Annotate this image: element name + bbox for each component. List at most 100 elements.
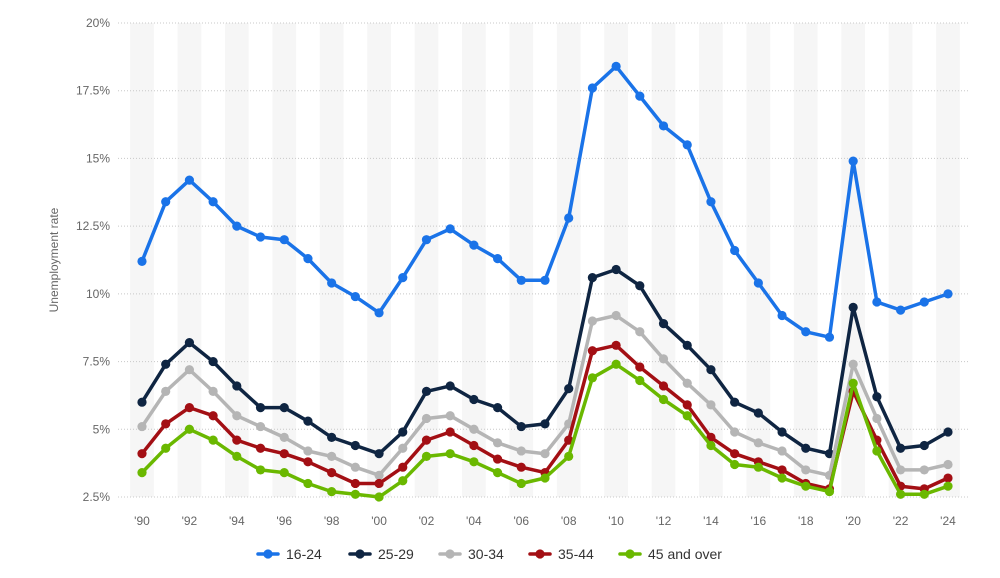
data-point	[635, 375, 645, 386]
data-point	[327, 451, 337, 461]
year-band-2008	[556, 23, 581, 497]
y-tick-label: 5%	[93, 422, 111, 436]
data-point	[872, 297, 882, 307]
x-tick-label: '02	[419, 514, 435, 528]
series-45-and-over	[137, 359, 953, 502]
data-point	[895, 489, 906, 499]
data-point	[801, 327, 811, 337]
year-band-2022	[888, 23, 913, 497]
data-point	[492, 454, 503, 464]
series-25-29	[137, 264, 953, 459]
data-point	[516, 462, 526, 472]
data-point	[895, 465, 906, 475]
legend-swatch-dot	[445, 549, 455, 559]
data-point	[398, 443, 408, 453]
data-point	[445, 427, 455, 437]
x-axis-ticks: '90 '92 '94 '96 '98 '00 '02 '04 '06 '08 '10 '12 '14 '…	[134, 514, 956, 528]
year-band-1996	[272, 23, 297, 497]
data-point	[398, 273, 408, 283]
data-point	[469, 457, 479, 467]
data-point	[327, 432, 337, 443]
y-tick-label: 7.5%	[83, 355, 111, 369]
data-point	[255, 465, 266, 475]
data-point	[587, 316, 598, 326]
data-point	[611, 340, 621, 350]
year-band-2006	[509, 23, 534, 497]
year-band-1994	[224, 23, 249, 497]
legend-swatch-dot	[535, 549, 545, 559]
data-point	[208, 411, 218, 421]
data-point	[848, 156, 858, 166]
data-point	[801, 443, 811, 453]
data-point	[540, 473, 550, 483]
data-point	[682, 411, 692, 421]
year-band-1992	[177, 23, 202, 497]
data-point	[232, 221, 242, 231]
x-tick-label: '16	[751, 514, 767, 528]
year-band-2018	[793, 23, 818, 497]
data-point	[161, 419, 171, 429]
data-point	[350, 489, 360, 499]
data-point	[303, 457, 313, 467]
data-point	[208, 197, 218, 207]
data-point	[848, 378, 858, 388]
legend-swatch-dot	[355, 549, 365, 559]
legend-label: 30-34	[468, 546, 504, 562]
data-point	[635, 327, 645, 337]
legend-swatch-dot	[625, 549, 635, 559]
data-point	[184, 365, 195, 375]
data-point	[753, 438, 763, 448]
data-point	[658, 381, 669, 391]
data-point	[895, 443, 906, 453]
data-point	[303, 446, 313, 456]
x-tick-label: '14	[703, 514, 719, 528]
data-point	[943, 473, 953, 483]
legend-item: 45 and over	[618, 546, 722, 562]
data-point	[706, 432, 716, 443]
data-point	[374, 478, 384, 489]
data-point	[919, 440, 929, 451]
data-point	[327, 278, 337, 288]
legend-label: 25-29	[378, 546, 414, 562]
data-point	[374, 492, 384, 502]
data-point	[255, 421, 266, 432]
data-point	[611, 264, 621, 275]
data-point	[398, 427, 408, 437]
year-band-2016	[746, 23, 771, 497]
data-point	[801, 481, 811, 491]
data-point	[137, 468, 147, 478]
year-band-2002	[414, 23, 439, 497]
data-point	[303, 254, 313, 264]
data-point	[184, 338, 195, 348]
x-tick-label: '18	[798, 514, 814, 528]
data-point	[279, 449, 289, 459]
data-point	[753, 462, 763, 472]
data-point	[350, 462, 360, 472]
data-point	[398, 462, 408, 472]
data-point	[161, 386, 171, 396]
data-point	[824, 449, 835, 459]
data-point	[161, 197, 171, 207]
data-point	[540, 449, 550, 459]
data-point	[943, 427, 953, 437]
data-point	[279, 432, 289, 443]
year-band-2010	[604, 23, 628, 497]
data-point	[730, 449, 740, 459]
data-point	[374, 470, 384, 480]
data-point	[872, 392, 882, 402]
year-band-2000	[367, 23, 391, 497]
data-point	[777, 446, 787, 456]
x-tick-label: '08	[561, 514, 577, 528]
data-point	[516, 478, 526, 489]
data-point	[658, 121, 669, 131]
data-point	[587, 83, 598, 93]
data-point	[232, 451, 242, 461]
year-band-2012	[651, 23, 676, 497]
data-point	[753, 278, 763, 288]
data-point	[279, 468, 289, 478]
data-point	[730, 397, 740, 407]
data-point	[327, 486, 337, 497]
x-tick-label: '04	[466, 514, 482, 528]
data-point	[801, 465, 811, 475]
